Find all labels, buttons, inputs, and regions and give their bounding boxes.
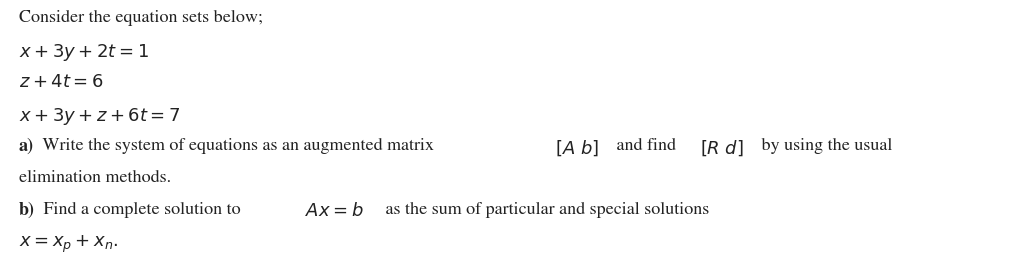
Text: by using the usual: by using the usual	[757, 138, 892, 154]
Text: $[A\ b]$: $[A\ b]$	[555, 138, 599, 158]
Text: $Ax = b$: $Ax = b$	[305, 202, 364, 220]
Text: $x = x_p + x_n.$: $x = x_p + x_n.$	[19, 234, 118, 255]
Text: $z + 4t = 6$: $z + 4t = 6$	[19, 74, 104, 91]
Text: $[R\ d]$: $[R\ d]$	[701, 138, 744, 158]
Text: and find: and find	[612, 138, 680, 154]
Text: elimination methods.: elimination methods.	[19, 170, 171, 186]
Text: Write the system of equations as an augmented matrix: Write the system of equations as an augm…	[38, 138, 439, 154]
Text: a): a)	[19, 138, 34, 155]
Text: $x + 3y + 2t = 1$: $x + 3y + 2t = 1$	[19, 42, 148, 63]
Text: Consider the equation sets below;: Consider the equation sets below;	[19, 10, 263, 26]
Text: as the sum of particular and special solutions: as the sum of particular and special sol…	[381, 202, 709, 218]
Text: b): b)	[19, 202, 34, 219]
Text: Find a complete solution to: Find a complete solution to	[39, 202, 245, 218]
Text: $x + 3y + z + 6t = 7$: $x + 3y + z + 6t = 7$	[19, 106, 180, 127]
